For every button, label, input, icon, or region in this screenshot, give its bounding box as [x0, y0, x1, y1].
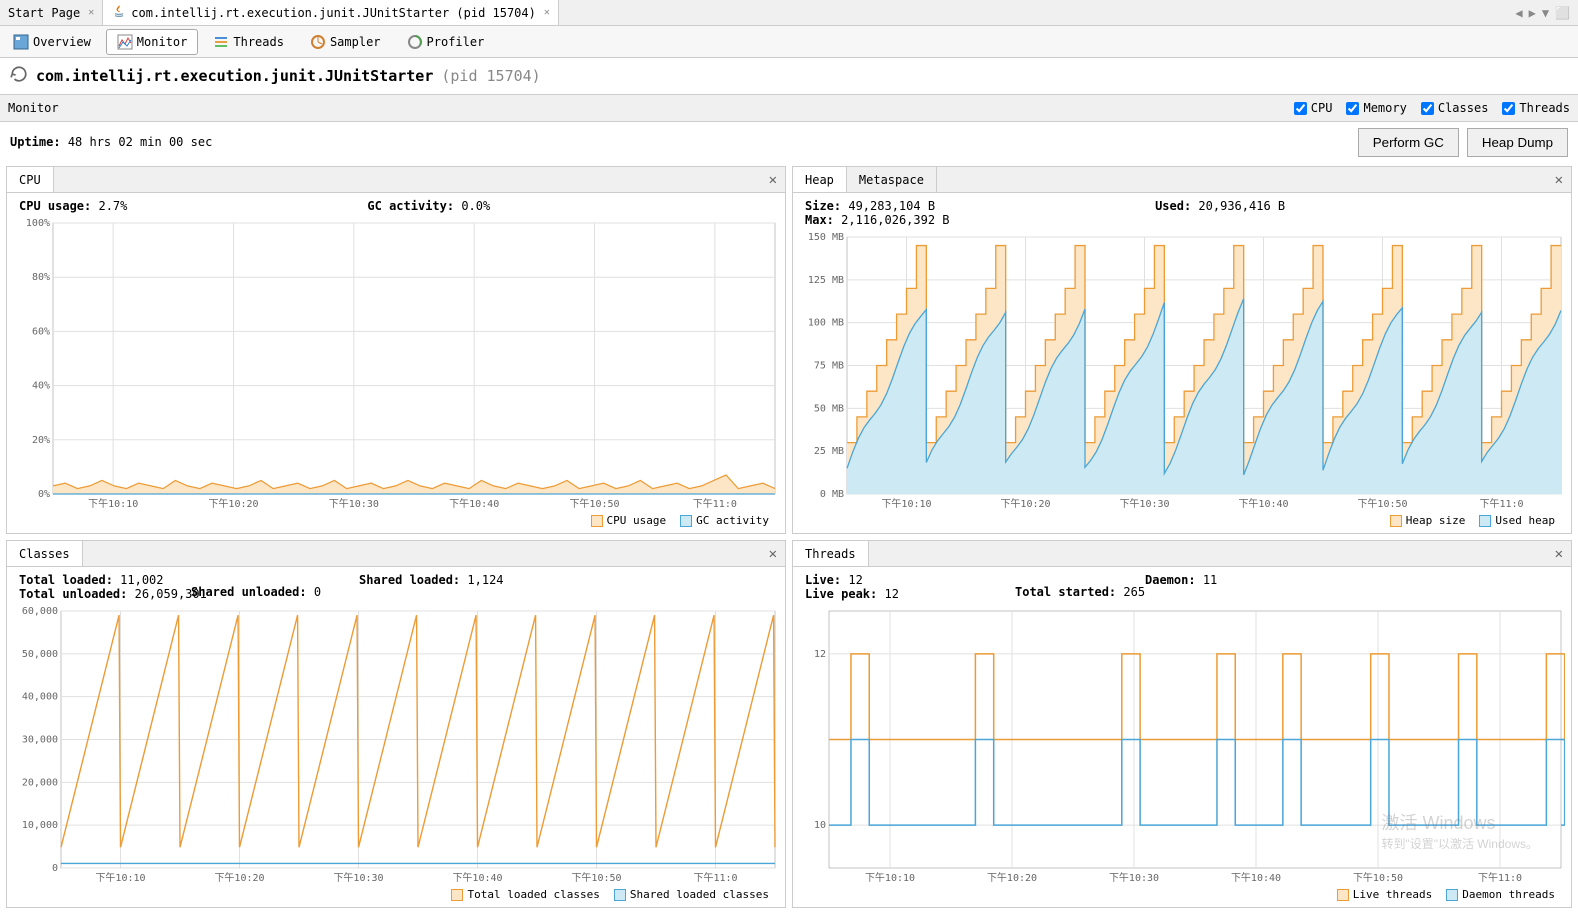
- close-icon[interactable]: ✕: [761, 172, 785, 188]
- svg-text:40,000: 40,000: [22, 692, 58, 703]
- panel-classes: Classes ✕ Total loaded: 11,002 Shared lo…: [6, 540, 786, 908]
- nav-dropdown-icon[interactable]: ▼: [1542, 6, 1549, 20]
- tool-monitor[interactable]: Monitor: [106, 29, 199, 55]
- svg-text:100 MB: 100 MB: [808, 318, 844, 329]
- monitor-label: Monitor: [8, 101, 59, 115]
- svg-text:50 MB: 50 MB: [814, 403, 844, 414]
- uptime-row: Uptime: 48 hrs 02 min 00 sec Perform GC …: [0, 122, 1578, 162]
- tab-start-page[interactable]: Start Page ✕: [0, 0, 103, 25]
- cb-memory[interactable]: Memory: [1346, 101, 1406, 115]
- uptime-value: 48 hrs 02 min 00 sec: [68, 135, 213, 149]
- svg-text:下午11:0: 下午11:0: [693, 497, 737, 510]
- svg-text:20%: 20%: [32, 435, 50, 446]
- svg-text:0%: 0%: [38, 489, 50, 500]
- svg-text:下午11:0: 下午11:0: [1479, 497, 1523, 510]
- close-icon[interactable]: ✕: [1547, 172, 1571, 188]
- svg-text:150 MB: 150 MB: [808, 233, 844, 243]
- svg-text:下午10:40: 下午10:40: [449, 497, 499, 510]
- svg-text:下午10:10: 下午10:10: [95, 871, 145, 884]
- svg-text:80%: 80%: [32, 272, 50, 283]
- tab-label: Start Page: [8, 6, 80, 20]
- svg-text:75 MB: 75 MB: [814, 361, 844, 372]
- svg-text:下午10:20: 下午10:20: [214, 871, 264, 884]
- svg-text:125 MB: 125 MB: [808, 275, 844, 286]
- svg-text:下午10:10: 下午10:10: [865, 871, 915, 884]
- svg-text:下午11:0: 下午11:0: [693, 871, 737, 884]
- heap-chart: 0 MB 25 MB 50 MB 75 MB 100 MB 125 MB 150 MB 下午1…: [799, 233, 1565, 512]
- svg-text:下午10:30: 下午10:30: [1109, 871, 1159, 884]
- svg-text:下午10:10: 下午10:10: [881, 497, 931, 510]
- tool-sampler[interactable]: Sampler: [299, 29, 392, 55]
- svg-text:下午10:50: 下午10:50: [569, 497, 619, 510]
- svg-text:100%: 100%: [26, 219, 50, 229]
- paneltab-heap[interactable]: Heap: [793, 167, 847, 192]
- cpu-chart: 0% 20% 40% 60% 80% 100% 下午10:10 下午10:20 下午10:30 下…: [13, 219, 779, 512]
- panels: CPU ✕ CPU usage: 2.7% GC activity: 0.0% …: [0, 162, 1578, 912]
- close-icon[interactable]: ✕: [1547, 546, 1571, 562]
- monitor-header: Monitor CPU Memory Classes Threads: [0, 94, 1578, 122]
- cb-cpu[interactable]: CPU: [1294, 101, 1333, 115]
- panel-heap: Heap Metaspace ✕ Size: 49,283,104 B Used…: [792, 166, 1572, 534]
- tab-main-process[interactable]: com.intellij.rt.execution.junit.JUnitSta…: [103, 0, 559, 25]
- svg-text:10,000: 10,000: [22, 820, 58, 831]
- paneltab-threads[interactable]: Threads: [793, 541, 869, 566]
- title-bar: com.intellij.rt.execution.junit.JUnitSta…: [0, 58, 1578, 94]
- close-icon[interactable]: ✕: [761, 546, 785, 562]
- svg-text:下午10:50: 下午10:50: [571, 871, 621, 884]
- panel-cpu: CPU ✕ CPU usage: 2.7% GC activity: 0.0% …: [6, 166, 786, 534]
- cb-classes[interactable]: Classes: [1421, 101, 1489, 115]
- panel-threads: Threads ✕ Live: 12 Daemon: 11 Live peak:…: [792, 540, 1572, 908]
- svg-text:30,000: 30,000: [22, 735, 58, 746]
- page-title: com.intellij.rt.execution.junit.JUnitSta…: [36, 67, 433, 85]
- refresh-icon[interactable]: [10, 65, 28, 87]
- svg-text:12: 12: [814, 649, 826, 660]
- tool-threads[interactable]: Threads: [202, 29, 295, 55]
- svg-text:60,000: 60,000: [22, 607, 58, 617]
- paneltab-classes[interactable]: Classes: [7, 541, 83, 566]
- heap-dump-button[interactable]: Heap Dump: [1467, 128, 1568, 157]
- close-icon[interactable]: ✕: [544, 7, 550, 18]
- svg-text:10: 10: [814, 820, 826, 831]
- paneltab-metaspace[interactable]: Metaspace: [847, 167, 937, 192]
- java-icon: [111, 3, 127, 22]
- toolbar: Overview Monitor Threads Sampler Profile…: [0, 26, 1578, 58]
- svg-text:20,000: 20,000: [22, 777, 58, 788]
- svg-text:下午10:10: 下午10:10: [88, 497, 138, 510]
- classes-chart: 0 10,000 20,000 30,000 40,000 50,000 60,000 下午1…: [13, 607, 779, 886]
- cb-threads[interactable]: Threads: [1502, 101, 1570, 115]
- svg-text:下午10:50: 下午10:50: [1353, 871, 1403, 884]
- tool-profiler[interactable]: Profiler: [396, 29, 496, 55]
- page-pid: (pid 15704): [441, 67, 540, 85]
- svg-text:下午10:30: 下午10:30: [1119, 497, 1169, 510]
- svg-text:下午10:40: 下午10:40: [452, 871, 502, 884]
- svg-text:下午10:30: 下午10:30: [329, 497, 379, 510]
- paneltab-cpu[interactable]: CPU: [7, 167, 54, 192]
- svg-text:下午10:40: 下午10:40: [1231, 871, 1281, 884]
- tool-overview[interactable]: Overview: [2, 29, 102, 55]
- svg-text:0: 0: [52, 863, 58, 874]
- svg-text:40%: 40%: [32, 381, 50, 392]
- file-tabs: Start Page ✕ com.intellij.rt.execution.j…: [0, 0, 1578, 26]
- svg-text:50,000: 50,000: [22, 649, 58, 660]
- nav-left-icon[interactable]: ◀: [1515, 6, 1522, 20]
- uptime-label: Uptime:: [10, 135, 61, 149]
- svg-text:60%: 60%: [32, 326, 50, 337]
- svg-text:下午10:30: 下午10:30: [333, 871, 383, 884]
- nav-right-icon[interactable]: ▶: [1529, 6, 1536, 20]
- svg-text:0 MB: 0 MB: [820, 489, 844, 500]
- svg-text:下午10:50: 下午10:50: [1357, 497, 1407, 510]
- maximize-icon[interactable]: ⬜: [1555, 6, 1570, 20]
- nav-arrows: ◀ ▶ ▼ ⬜: [1515, 6, 1578, 20]
- svg-text:下午10:20: 下午10:20: [1000, 497, 1050, 510]
- close-icon[interactable]: ✕: [88, 7, 94, 18]
- svg-text:下午10:40: 下午10:40: [1238, 497, 1288, 510]
- svg-text:下午10:20: 下午10:20: [987, 871, 1037, 884]
- svg-text:25 MB: 25 MB: [814, 446, 844, 457]
- threads-chart: 10 12 下午10:10 下午10:20 下午10:30 下午10:40 下午10:50 下…: [799, 607, 1565, 886]
- tab-label: com.intellij.rt.execution.junit.JUnitSta…: [131, 6, 536, 20]
- perform-gc-button[interactable]: Perform GC: [1358, 128, 1459, 157]
- svg-text:下午11:0: 下午11:0: [1478, 871, 1522, 884]
- svg-text:下午10:20: 下午10:20: [208, 497, 258, 510]
